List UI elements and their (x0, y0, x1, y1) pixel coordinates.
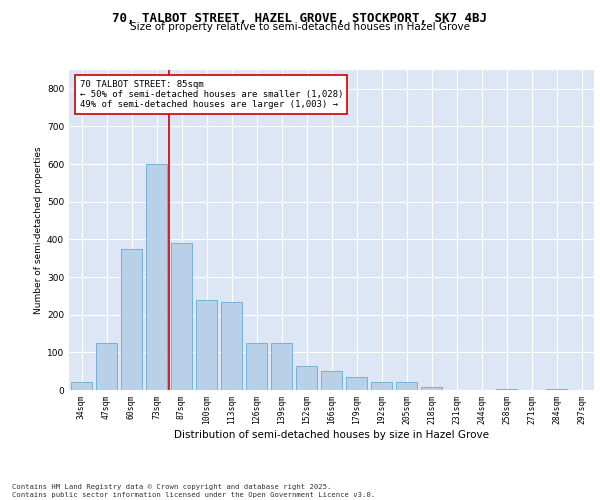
Bar (421, 388, 442, 390)
Bar (246, 343, 267, 390)
Bar (196, 300, 217, 390)
Bar (296, 366, 317, 390)
Bar (396, 382, 417, 390)
Bar (221, 302, 242, 390)
Bar (321, 371, 342, 390)
Bar (546, 389, 567, 390)
Text: Contains HM Land Registry data © Crown copyright and database right 2025.
Contai: Contains HM Land Registry data © Crown c… (12, 484, 375, 498)
Bar (96, 343, 117, 390)
Text: 70, TALBOT STREET, HAZEL GROVE, STOCKPORT, SK7 4BJ: 70, TALBOT STREET, HAZEL GROVE, STOCKPOR… (113, 12, 487, 26)
Bar (71, 382, 92, 390)
X-axis label: Distribution of semi-detached houses by size in Hazel Grove: Distribution of semi-detached houses by … (174, 430, 489, 440)
Bar (496, 389, 517, 390)
Bar (371, 382, 392, 390)
Bar (171, 243, 192, 390)
Bar (346, 377, 367, 390)
Bar (271, 343, 292, 390)
Y-axis label: Number of semi-detached properties: Number of semi-detached properties (34, 146, 43, 314)
Bar (121, 249, 142, 390)
Bar (146, 164, 167, 390)
Text: Size of property relative to semi-detached houses in Hazel Grove: Size of property relative to semi-detach… (130, 22, 470, 32)
Text: 70 TALBOT STREET: 85sqm
← 50% of semi-detached houses are smaller (1,028)
49% of: 70 TALBOT STREET: 85sqm ← 50% of semi-de… (79, 80, 343, 110)
